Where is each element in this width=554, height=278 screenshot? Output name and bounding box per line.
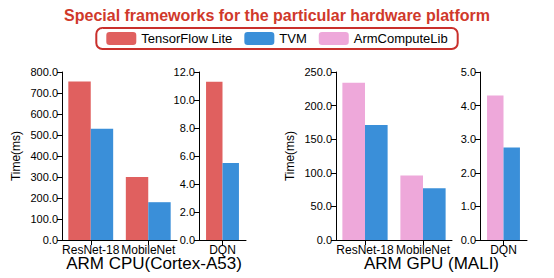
- svg-text:Special frameworks for the par: Special frameworks for the particular ha…: [64, 7, 490, 24]
- svg-text:1.0: 1.0: [461, 200, 476, 212]
- svg-text:4.0: 4.0: [180, 178, 195, 190]
- svg-text:2.0: 2.0: [180, 206, 195, 218]
- svg-text:250.0: 250.0: [304, 66, 332, 78]
- svg-text:5.0: 5.0: [461, 66, 476, 78]
- svg-text:DQN: DQN: [209, 243, 236, 257]
- svg-text:300.0: 300.0: [30, 171, 58, 183]
- svg-text:100.0: 100.0: [30, 213, 58, 225]
- svg-text:2.0: 2.0: [461, 167, 476, 179]
- svg-text:ARM GPU (MALI): ARM GPU (MALI): [364, 254, 499, 273]
- svg-text:100.0: 100.0: [304, 167, 332, 179]
- svg-text:12.0: 12.0: [174, 66, 195, 78]
- svg-text:MobileNet: MobileNet: [396, 243, 451, 257]
- svg-text:700.0: 700.0: [30, 87, 58, 99]
- svg-text:TVM: TVM: [279, 31, 306, 46]
- svg-text:600.0: 600.0: [30, 108, 58, 120]
- svg-text:0.0: 0.0: [180, 234, 195, 246]
- svg-text:ResNet-18: ResNet-18: [62, 243, 120, 257]
- svg-text:ResNet-18: ResNet-18: [336, 243, 394, 257]
- svg-text:800.0: 800.0: [30, 66, 58, 78]
- svg-text:6.0: 6.0: [180, 150, 195, 162]
- svg-text:ARM CPU(Cortex-A53): ARM CPU(Cortex-A53): [66, 254, 242, 273]
- svg-text:200.0: 200.0: [30, 192, 58, 204]
- svg-text:DQN: DQN: [490, 243, 517, 257]
- svg-text:0.0: 0.0: [43, 234, 58, 246]
- svg-text:50.0: 50.0: [311, 200, 332, 212]
- svg-text:TensorFlow Lite: TensorFlow Lite: [141, 31, 232, 46]
- svg-text:8.0: 8.0: [180, 122, 195, 134]
- svg-text:MobileNet: MobileNet: [121, 243, 176, 257]
- svg-text:4.0: 4.0: [461, 100, 476, 112]
- svg-text:200.0: 200.0: [304, 100, 332, 112]
- svg-text:10.0: 10.0: [174, 94, 195, 106]
- svg-text:0.0: 0.0: [317, 234, 332, 246]
- svg-text:0.0: 0.0: [461, 234, 476, 246]
- svg-text:150.0: 150.0: [304, 133, 332, 145]
- svg-text:400.0: 400.0: [30, 150, 58, 162]
- svg-text:500.0: 500.0: [30, 129, 58, 141]
- svg-text:3.0: 3.0: [461, 133, 476, 145]
- svg-text:ArmComputeLib: ArmComputeLib: [354, 31, 448, 46]
- svg-text:Time(ms): Time(ms): [9, 131, 23, 181]
- svg-text:Time(ms): Time(ms): [283, 131, 297, 181]
